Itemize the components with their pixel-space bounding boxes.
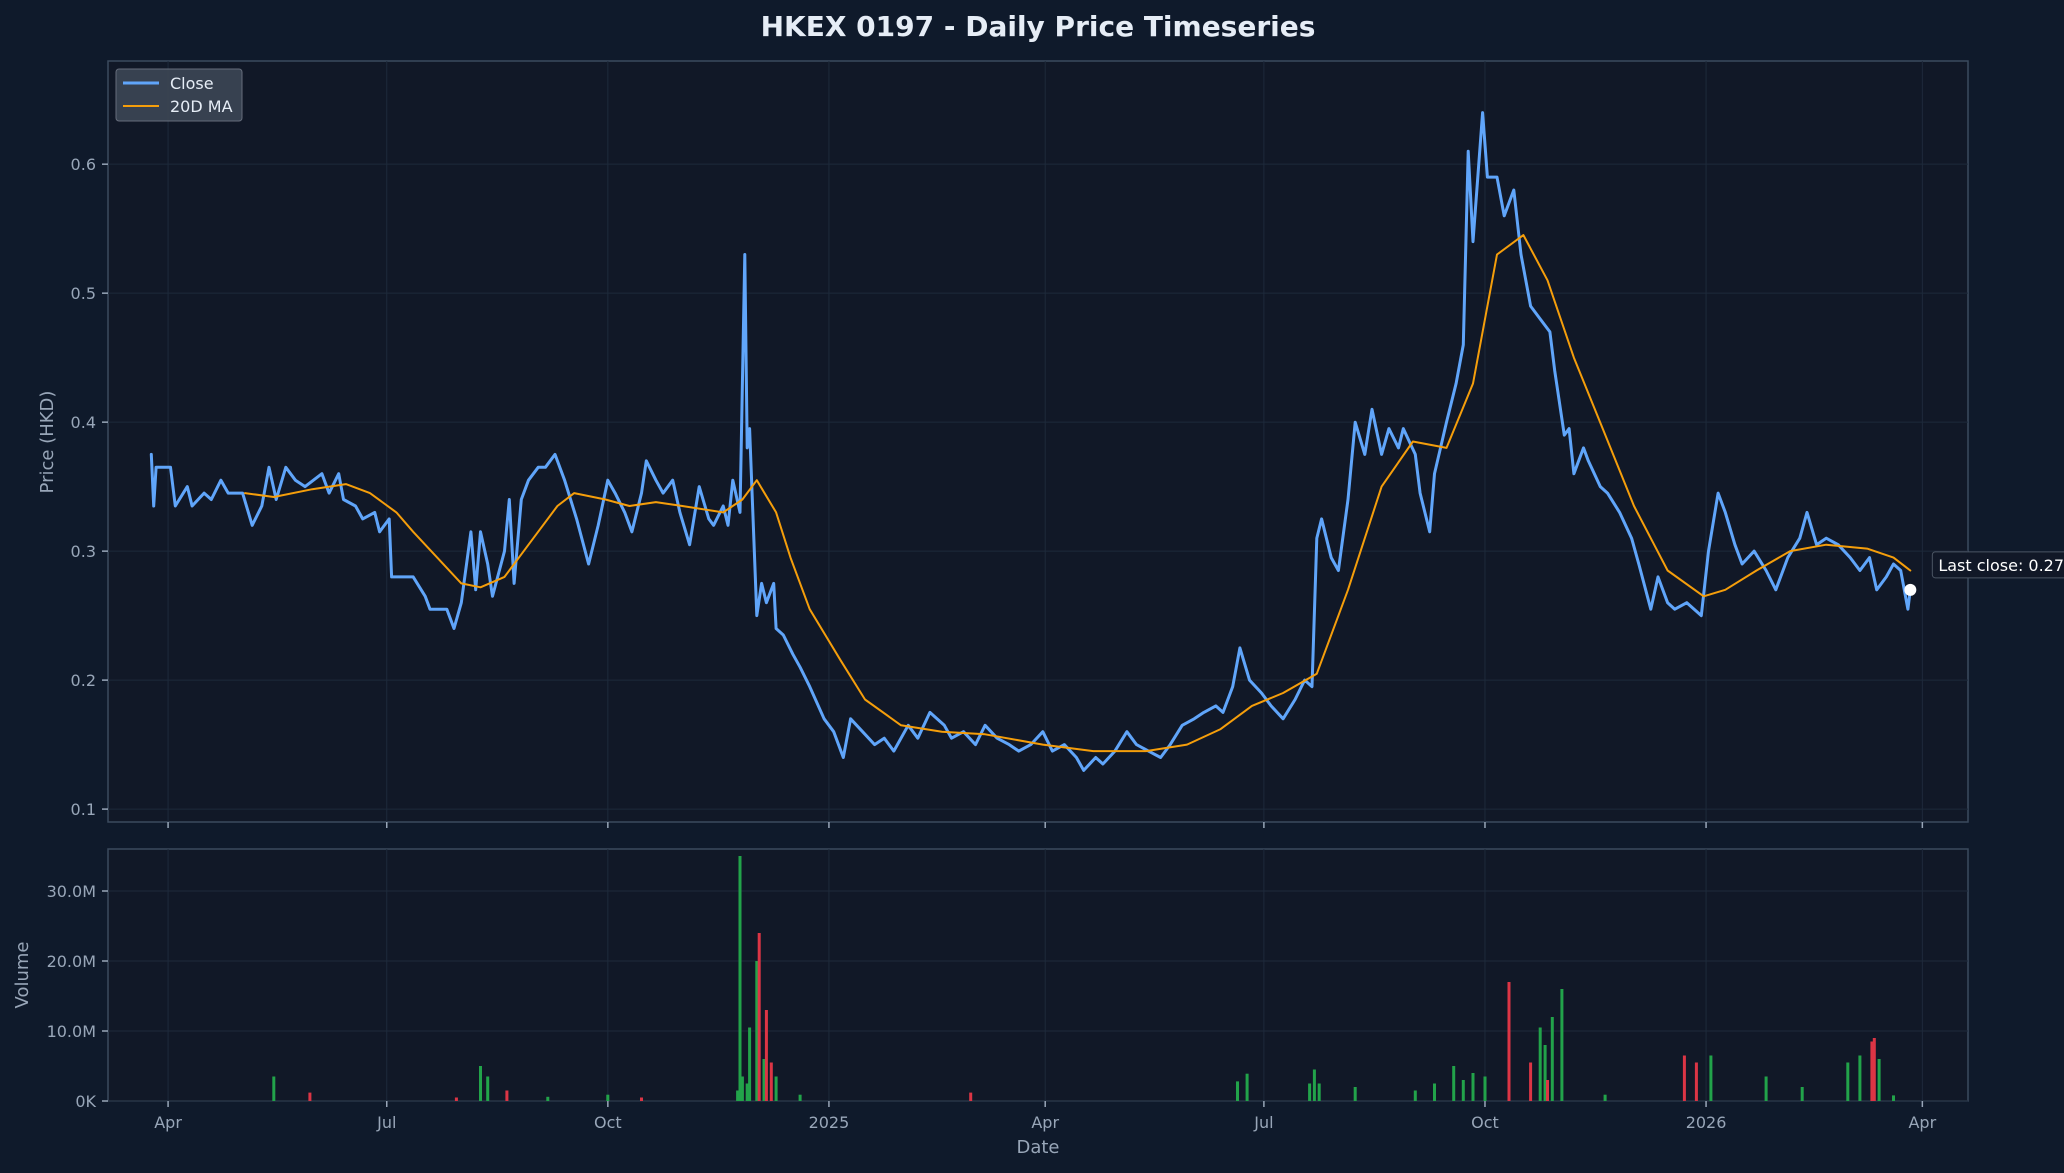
volume-bar <box>1870 1041 1874 1101</box>
legend-close-label: Close <box>170 74 214 93</box>
last-close-annotation: Last close: 0.270 <box>1904 551 2064 596</box>
volume-bar <box>1353 1087 1357 1101</box>
volume-bar <box>1308 1083 1312 1101</box>
last-close-label: Last close: 0.270 <box>1938 556 2064 575</box>
volume-y-tick-label: 0K <box>75 1092 96 1111</box>
volume-bar <box>1433 1083 1436 1101</box>
price-panel: 0.1 0.2 0.3 0.4 0.5 0.6 Last close: 0.270 Clo… <box>37 60 2064 823</box>
volume-bar <box>1892 1095 1895 1101</box>
close-price-line <box>149 111 1912 772</box>
volume-bar <box>745 1083 749 1101</box>
x-tick-label: 2026 <box>1686 1113 1727 1132</box>
volume-bar <box>1471 1073 1475 1101</box>
price-y-ticks: 0.1 0.2 0.3 0.4 0.5 0.6 <box>71 155 108 819</box>
legend-ma-label: 20D MA <box>170 97 233 116</box>
volume-bar <box>1483 1076 1487 1101</box>
x-axis-label: Date <box>1016 1137 1059 1158</box>
volume-bar <box>606 1094 610 1101</box>
price-y-tick-label: 0.1 <box>71 800 96 819</box>
volume-bar <box>1560 989 1564 1101</box>
volume-bar <box>764 1010 768 1101</box>
price-y-tick-label: 0.5 <box>71 284 96 303</box>
volume-bar <box>1543 1045 1547 1101</box>
volume-bar <box>1682 1055 1686 1101</box>
volume-bar <box>1800 1087 1804 1101</box>
volume-bar <box>1538 1027 1542 1101</box>
volume-bar <box>1529 1062 1533 1101</box>
volume-bar <box>755 961 759 1101</box>
volume-bar <box>308 1092 312 1101</box>
volume-bar <box>1709 1055 1713 1101</box>
volume-bar <box>1877 1059 1881 1101</box>
x-axis-ticks: Apr Jul Oct 2025 Apr Jul Oct 2026 Apr <box>154 822 1937 1132</box>
x-tick-label: Apr <box>154 1113 182 1132</box>
x-tick-label: Apr <box>1031 1113 1059 1132</box>
volume-y-tick-label: 10.0M <box>47 1022 96 1041</box>
volume-bar <box>1546 1080 1549 1101</box>
legend: Close 20D MA <box>115 68 243 122</box>
last-close-box <box>1931 551 2064 579</box>
price-y-tick-label: 0.3 <box>71 542 96 561</box>
volume-bar <box>272 1076 276 1101</box>
moving-average-line <box>244 234 1912 753</box>
price-y-tick-label: 0.4 <box>71 413 96 432</box>
volume-bar <box>738 856 742 1101</box>
volume-bar <box>774 1076 778 1101</box>
x-tick-label: Oct <box>594 1113 622 1132</box>
volume-bar <box>757 933 761 1101</box>
volume-y-tick-label: 30.0M <box>47 882 96 901</box>
price-plot-area <box>107 60 1969 823</box>
volume-bar <box>1245 1073 1249 1101</box>
price-y-tick-label: 0.6 <box>71 155 96 174</box>
last-close-marker <box>1904 583 1917 596</box>
volume-bar <box>1236 1081 1239 1101</box>
price-y-axis-label: Price (HKD) <box>37 391 58 494</box>
volume-bar <box>1550 1017 1554 1101</box>
volume-bar <box>969 1092 973 1101</box>
volume-bar <box>1312 1069 1316 1101</box>
volume-bar <box>1764 1076 1768 1101</box>
volume-bar <box>1694 1062 1698 1101</box>
volume-y-tick-label: 20.0M <box>47 952 96 971</box>
volume-bars <box>272 856 1895 1101</box>
x-tick-label: 2025 <box>809 1113 850 1132</box>
x-tick-label: Oct <box>1471 1113 1499 1132</box>
price-y-tick-label: 0.2 <box>71 671 96 690</box>
x-tick-label: Jul <box>1253 1113 1273 1132</box>
volume-bar <box>748 1027 752 1101</box>
volume-bar <box>454 1097 458 1101</box>
volume-bar <box>769 1062 773 1101</box>
volume-bar <box>1452 1066 1456 1101</box>
volume-gridlines <box>108 849 1968 1102</box>
volume-bar <box>762 1059 766 1101</box>
volume-bar <box>1461 1080 1465 1101</box>
volume-bar <box>1507 982 1511 1101</box>
volume-bar <box>546 1096 550 1101</box>
volume-y-axis-label: Volume <box>12 942 33 1009</box>
volume-bar <box>1413 1090 1417 1101</box>
volume-y-ticks: 0K 10.0M 20.0M 30.0M <box>47 882 108 1111</box>
price-lines <box>149 111 1912 772</box>
chart-title: HKEX 0197 - Daily Price Timeseries <box>761 10 1316 43</box>
volume-bar <box>1603 1094 1607 1101</box>
volume-bar <box>486 1076 490 1101</box>
volume-bar <box>736 1090 740 1101</box>
volume-bar <box>640 1097 643 1101</box>
x-tick-label: Apr <box>1908 1113 1936 1132</box>
volume-bar <box>1872 1038 1876 1101</box>
volume-bar <box>798 1094 802 1101</box>
volume-panel: 0K 10.0M 20.0M 30.0M Volume <box>12 848 1969 1111</box>
volume-bar <box>505 1090 509 1101</box>
volume-bar <box>740 1076 744 1101</box>
x-tick-label: Jul <box>376 1113 396 1132</box>
volume-bar <box>1858 1055 1862 1101</box>
volume-bar <box>1317 1083 1321 1101</box>
volume-bar <box>1846 1062 1850 1101</box>
volume-bar <box>479 1066 482 1101</box>
